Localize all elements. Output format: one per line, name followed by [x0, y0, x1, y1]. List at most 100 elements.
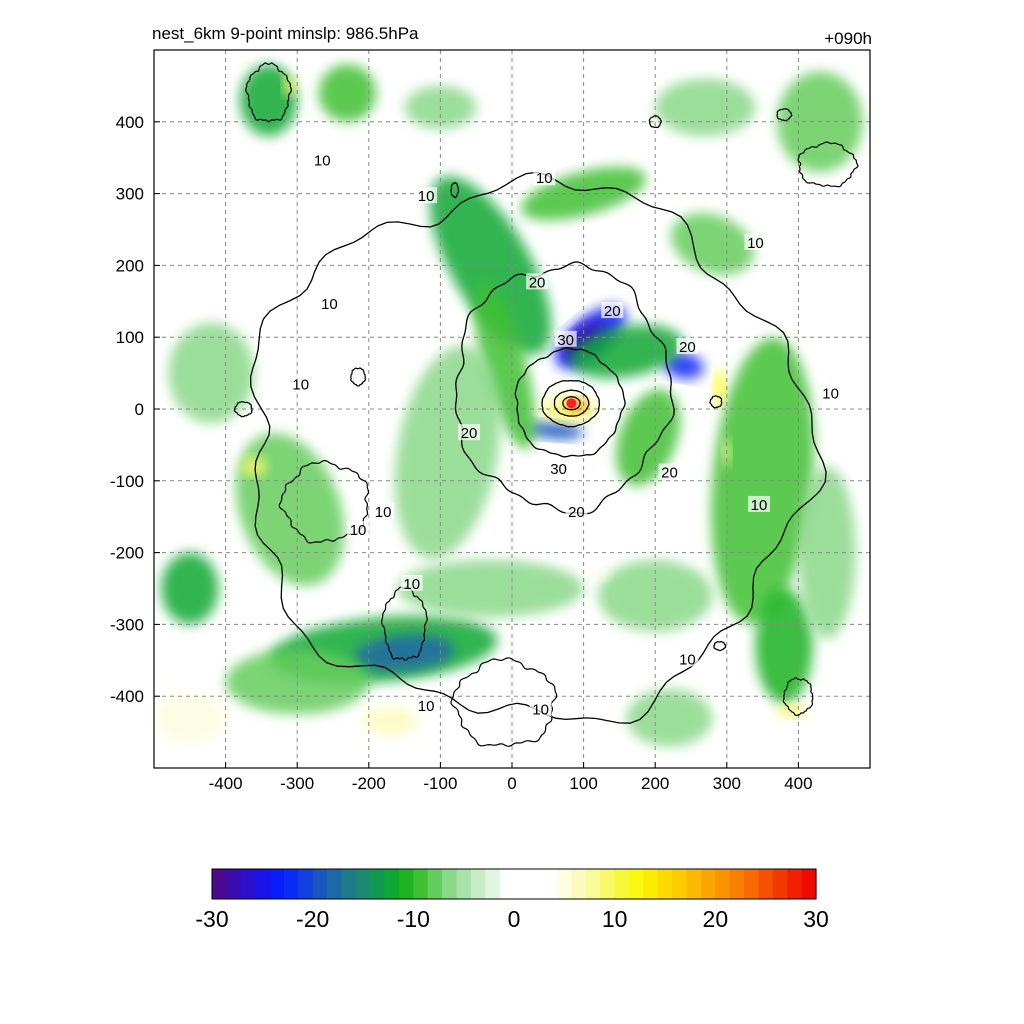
contour-label: 20 — [529, 274, 546, 291]
contour-line — [562, 396, 581, 411]
contour-label-bg — [529, 700, 552, 717]
contour-line — [713, 640, 727, 652]
colorbar-swatch — [629, 869, 645, 899]
contour-label: 10 — [751, 497, 768, 514]
colorbar-swatch — [370, 869, 386, 899]
anomaly-blob — [235, 433, 345, 586]
anomaly-blob — [755, 588, 813, 704]
contour-label: 10 — [418, 698, 435, 715]
x-tick-label: -300 — [280, 774, 314, 793]
chart-title-right: +090h — [824, 29, 872, 48]
colorbar-swatch — [212, 869, 227, 899]
anomaly-blob — [670, 213, 755, 275]
anomaly-blob — [168, 322, 255, 424]
x-tick-label: -100 — [423, 774, 457, 793]
contour-label-bg — [347, 521, 370, 538]
contour-line — [776, 108, 793, 122]
x-tick-label: 200 — [641, 774, 669, 793]
contour-label-bg — [565, 503, 588, 520]
anomaly-blob — [394, 345, 501, 559]
x-tick-label: 400 — [784, 774, 812, 793]
colorbar-swatch — [787, 869, 803, 899]
contour-label-layer: 10 10 10 10 10 10 10 10 10 10 10 10 10 10 20 20 20 20 20 20… — [289, 151, 842, 719]
contour-label: 10 — [314, 152, 331, 169]
colorbar-swatch — [542, 869, 558, 899]
anomaly-blob — [154, 692, 226, 743]
storm-center-marker — [566, 398, 577, 409]
x-tick-label: 100 — [569, 774, 597, 793]
colorbar-tick-label: 10 — [602, 906, 628, 932]
contour-line — [709, 395, 723, 409]
colorbar-swatch — [456, 869, 472, 899]
colorbar-swatch — [485, 869, 501, 899]
contour-label-bg — [744, 233, 767, 250]
colorbar-tick-label: -30 — [195, 906, 228, 932]
colorbar-swatch — [514, 869, 529, 899]
colorbar-swatch — [470, 869, 486, 899]
anomaly-blob — [663, 352, 704, 380]
contour-label: 20 — [461, 425, 478, 442]
colorbar-swatch — [240, 869, 256, 899]
contour-label-bg — [400, 574, 423, 591]
contour-label: 10 — [418, 188, 435, 205]
contour-label-bg — [748, 495, 771, 512]
contour-label: 10 — [679, 651, 696, 668]
contour-label-bg — [372, 503, 395, 520]
chart-title-left: nest_6km 9-point minslp: 986.5hPa — [152, 24, 419, 43]
contour-label: 10 — [532, 702, 549, 719]
contour-line — [541, 380, 601, 428]
colorbar-swatch — [226, 869, 242, 899]
colorbar-swatch — [672, 869, 688, 899]
colorbar-swatch — [499, 869, 515, 899]
contour-line — [380, 585, 428, 661]
y-tick-label: 400 — [116, 113, 144, 132]
x-tick-label: -200 — [352, 774, 386, 793]
contour-label-bg — [658, 463, 681, 480]
x-tick-label: 300 — [713, 774, 741, 793]
colorbar-swatch — [283, 869, 299, 899]
contour-label: 20 — [661, 465, 678, 482]
anomaly-blob — [161, 552, 219, 625]
anomaly-blob — [241, 456, 268, 477]
contour-label: 20 — [679, 339, 696, 356]
contour-label: 30 — [557, 332, 574, 349]
anomaly-blob — [616, 389, 680, 486]
anomaly-blob — [225, 649, 369, 715]
x-axis: -400 -300 -200 -100 0 100 200 300 400 — [209, 762, 813, 793]
contour-label: 10 — [403, 576, 420, 593]
colorbar-swatch — [600, 869, 616, 899]
x-tick-label: -400 — [209, 774, 243, 793]
contour-line — [233, 401, 253, 418]
contour-line — [350, 367, 367, 387]
colorbar-tick-label: -10 — [397, 906, 430, 932]
anomaly-blob — [474, 282, 536, 450]
colorbar-tick-label: 0 — [508, 906, 521, 932]
anomaly-blob — [397, 559, 584, 618]
contour-line — [553, 389, 590, 417]
y-axis: 400 300 200 100 0 -100 -200 -300 -400 — [110, 113, 160, 706]
contour-label-bg — [601, 302, 624, 319]
contour-label: 10 — [375, 504, 392, 521]
colorbar — [211, 868, 817, 900]
contour-label-bg — [554, 330, 577, 347]
anomaly-blob — [318, 64, 376, 122]
colorbar-swatch — [715, 869, 731, 899]
y-tick-label: -100 — [110, 472, 144, 491]
colorbar-tick-label: 30 — [803, 906, 829, 932]
colorbar-swatch — [686, 869, 702, 899]
contour-line — [450, 181, 460, 199]
contour-label-bg — [311, 151, 334, 168]
y-tick-label: 200 — [116, 256, 144, 275]
colorbar-swatch — [312, 869, 328, 899]
y-tick-label: 300 — [116, 185, 144, 204]
anomaly-blob — [592, 568, 611, 580]
contour-line — [454, 261, 675, 515]
contour-layer — [233, 62, 859, 747]
contour-line — [245, 62, 292, 123]
contour-label: 10 — [747, 235, 764, 252]
contour-label: 10 — [292, 376, 309, 393]
colorbar-swatch — [614, 869, 630, 899]
colorbar-frame — [211, 868, 817, 900]
colorbar-swatch — [643, 869, 659, 899]
contour-label-bg — [533, 169, 556, 186]
